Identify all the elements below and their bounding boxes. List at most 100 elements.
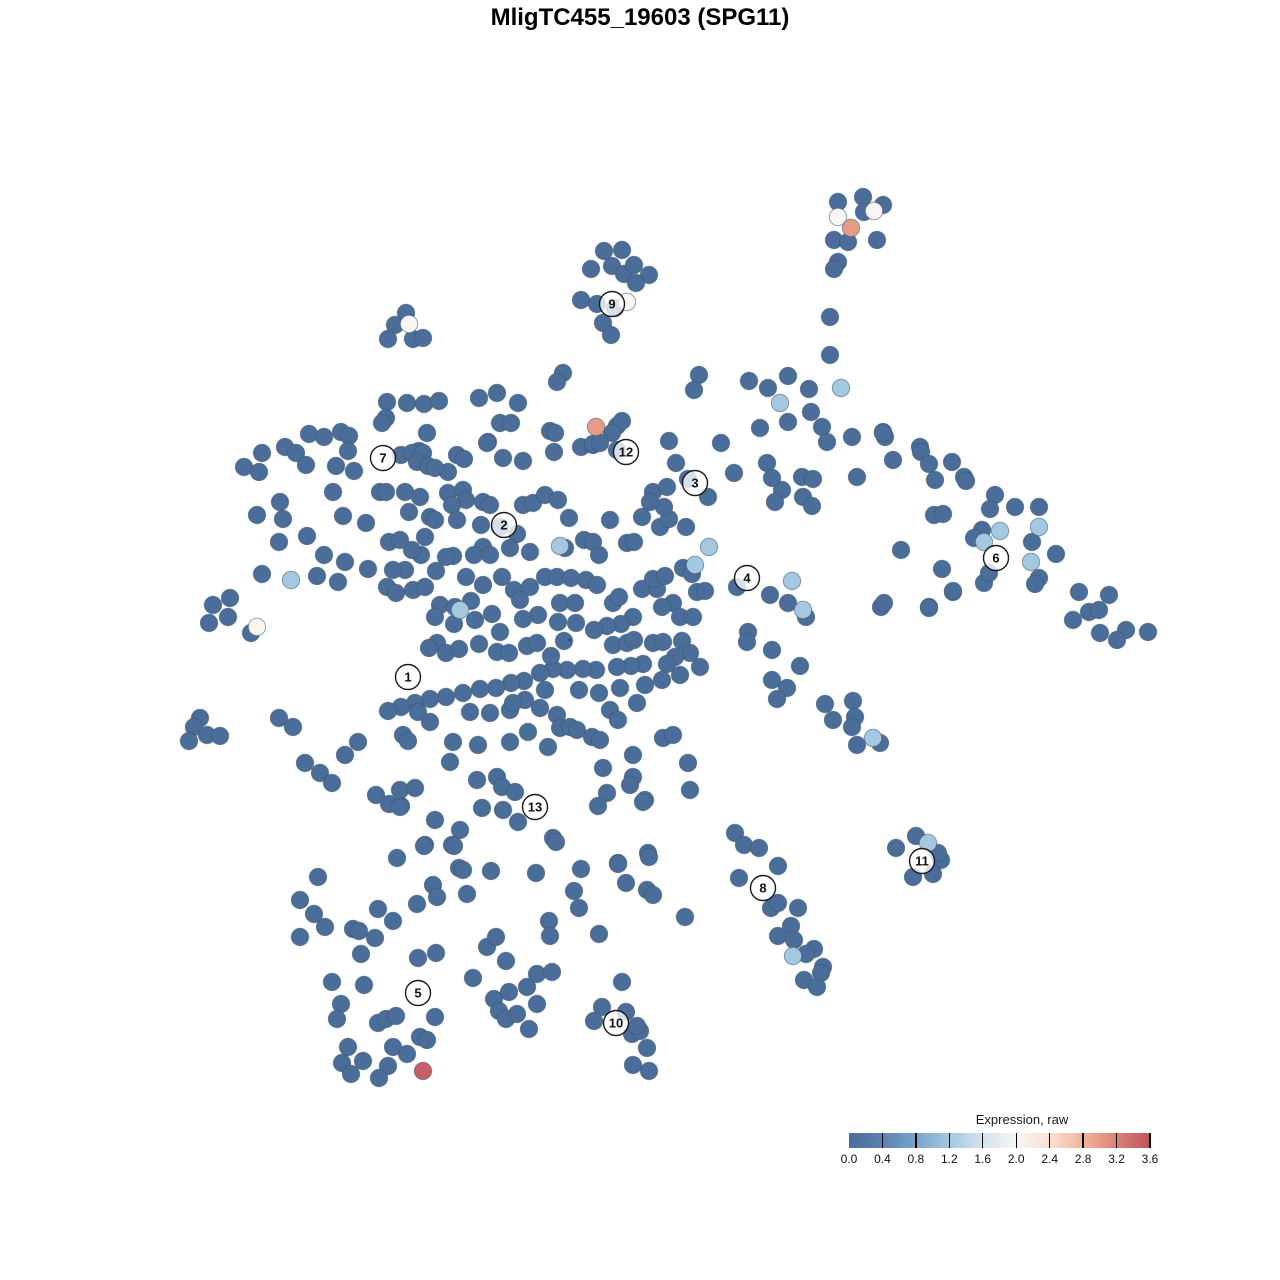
data-point xyxy=(500,732,520,752)
data-point xyxy=(399,502,419,522)
cluster-label-3: 3 xyxy=(681,469,709,497)
cluster-label-text: 6 xyxy=(992,551,999,566)
data-point xyxy=(594,241,614,261)
data-point xyxy=(637,1038,657,1058)
data-point xyxy=(588,796,608,816)
data-point xyxy=(490,622,510,642)
data-point xyxy=(405,778,425,798)
data-point xyxy=(443,732,463,752)
data-point xyxy=(639,847,659,867)
data-point xyxy=(590,730,610,750)
data-point xyxy=(828,207,848,227)
cluster-label-6: 6 xyxy=(982,544,1010,572)
data-point xyxy=(784,930,804,950)
data-point xyxy=(328,572,348,592)
data-point xyxy=(609,587,629,607)
chart-title: MligTC455_19603 (SPG11) xyxy=(490,4,790,31)
data-point xyxy=(847,735,867,755)
data-point xyxy=(1099,585,1119,605)
data-point xyxy=(1090,623,1110,643)
data-point xyxy=(397,1044,417,1064)
cluster-label-12: 12 xyxy=(612,438,640,466)
data-point xyxy=(919,598,939,618)
data-point xyxy=(304,904,324,924)
data-point xyxy=(1046,544,1066,564)
data-point xyxy=(1021,552,1041,572)
data-point xyxy=(503,693,523,713)
data-point xyxy=(335,552,355,572)
data-point xyxy=(891,540,911,560)
data-point xyxy=(335,745,355,765)
data-point xyxy=(307,566,327,586)
data-point xyxy=(517,977,537,997)
data-point xyxy=(980,499,1000,519)
data-point xyxy=(817,432,837,452)
data-point xyxy=(778,412,798,432)
data-point xyxy=(767,689,787,709)
data-point xyxy=(513,451,533,471)
data-point xyxy=(470,679,490,699)
data-point xyxy=(778,593,798,613)
data-point xyxy=(471,515,491,535)
data-point xyxy=(417,423,437,443)
data-point xyxy=(314,427,334,447)
data-point xyxy=(299,424,319,444)
data-point xyxy=(496,951,516,971)
data-point xyxy=(372,413,392,433)
data-point xyxy=(788,898,808,918)
data-point xyxy=(387,848,407,868)
data-point xyxy=(883,450,903,470)
cluster-label-text: 12 xyxy=(619,445,633,460)
data-point xyxy=(564,881,584,901)
data-point xyxy=(408,702,428,722)
data-point xyxy=(724,463,744,483)
data-point xyxy=(765,492,785,512)
data-point xyxy=(353,1051,373,1071)
data-point xyxy=(378,701,398,721)
cluster-label-circle xyxy=(490,511,518,539)
data-point xyxy=(640,492,660,512)
data-point xyxy=(419,638,439,658)
data-point xyxy=(626,273,646,293)
data-point xyxy=(863,728,883,748)
data-point xyxy=(386,583,406,603)
data-point xyxy=(541,646,561,666)
data-point xyxy=(925,470,945,490)
data-point xyxy=(203,595,223,615)
data-point xyxy=(351,944,371,964)
data-point xyxy=(652,597,672,617)
data-point xyxy=(323,482,343,502)
cluster-label-9: 9 xyxy=(598,290,626,318)
data-point xyxy=(545,423,565,443)
data-point xyxy=(290,890,310,910)
data-point xyxy=(377,392,397,412)
data-point xyxy=(586,417,606,437)
data-point xyxy=(414,394,434,414)
data-point xyxy=(589,683,609,703)
data-point xyxy=(612,240,632,260)
data-point xyxy=(790,656,810,676)
data-point xyxy=(758,378,778,398)
data-point xyxy=(296,455,316,475)
data-point xyxy=(333,506,353,526)
data-point xyxy=(1025,574,1045,594)
data-point xyxy=(815,694,835,714)
data-point xyxy=(699,537,719,557)
data-point xyxy=(639,1061,659,1081)
data-point xyxy=(932,559,952,579)
data-point xyxy=(1005,497,1025,517)
data-point xyxy=(247,505,267,525)
data-point xyxy=(623,745,643,765)
data-point xyxy=(414,836,434,856)
data-point xyxy=(768,893,788,913)
data-point xyxy=(295,753,315,773)
data-point xyxy=(874,593,894,613)
data-point xyxy=(581,259,601,279)
data-point xyxy=(486,678,506,698)
data-point xyxy=(627,693,647,713)
data-point xyxy=(770,393,790,413)
data-point xyxy=(469,388,489,408)
data-point xyxy=(601,325,621,345)
data-point xyxy=(737,632,757,652)
